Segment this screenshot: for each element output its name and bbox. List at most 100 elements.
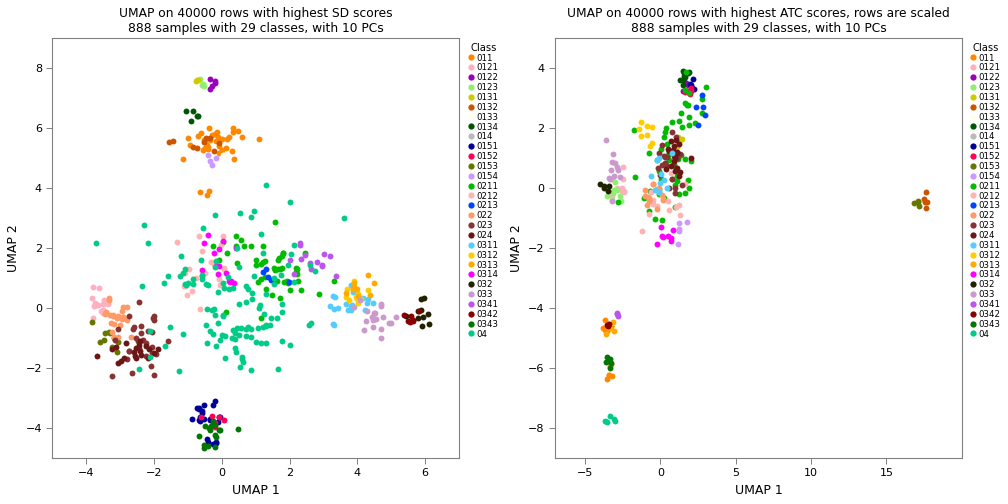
Point (218, 308, 234, 317)
Point (341, 296, 357, 304)
Point (208, 154, 224, 162)
Point (658, 124, 674, 133)
Point (326, 292, 342, 300)
Point (148, 350, 164, 358)
Point (180, 279, 197, 287)
Point (88, 239, 104, 247)
Point (649, 205, 665, 213)
Point (188, 404, 205, 412)
Point (207, 263, 223, 271)
Point (176, 282, 193, 290)
Point (211, 270, 227, 278)
Point (118, 339, 134, 347)
Point (133, 329, 149, 337)
Point (663, 175, 679, 183)
Point (131, 344, 147, 352)
Point (220, 273, 236, 281)
Point (346, 279, 362, 287)
Point (219, 135, 235, 143)
Point (270, 265, 286, 273)
Title: UMAP on 40000 rows with highest SD scores
888 samples with 29 classes, with 10 P: UMAP on 40000 rows with highest SD score… (119, 7, 392, 35)
Point (208, 311, 224, 320)
Point (633, 118, 649, 126)
Point (685, 75, 702, 83)
Point (657, 128, 673, 136)
Point (649, 184, 665, 193)
Point (668, 149, 684, 157)
Point (179, 134, 196, 142)
Point (183, 287, 200, 295)
Point (143, 343, 159, 351)
Point (631, 124, 647, 133)
Point (212, 281, 228, 289)
Point (610, 311, 626, 320)
Point (85, 318, 101, 326)
Point (602, 324, 618, 332)
Point (193, 187, 209, 196)
Point (217, 265, 233, 273)
Point (266, 275, 282, 283)
Point (694, 109, 710, 117)
Point (609, 184, 625, 192)
Point (655, 196, 671, 204)
Point (115, 315, 131, 323)
Point (909, 197, 925, 205)
Point (208, 438, 224, 446)
Point (679, 176, 696, 184)
Point (600, 322, 616, 330)
Point (266, 280, 282, 288)
Point (599, 326, 615, 334)
Point (194, 129, 210, 137)
Point (415, 313, 431, 322)
Point (297, 248, 313, 257)
Point (205, 161, 221, 169)
Point (192, 404, 208, 412)
Point (215, 237, 231, 245)
Point (286, 278, 302, 286)
Point (175, 155, 192, 163)
Point (653, 175, 669, 183)
Point (110, 312, 126, 320)
Point (654, 232, 670, 240)
X-axis label: UMAP 1: UMAP 1 (735, 484, 782, 497)
Point (645, 196, 661, 204)
Point (274, 300, 290, 308)
Point (185, 144, 202, 152)
Point (224, 334, 240, 342)
Point (109, 314, 125, 322)
Point (282, 198, 298, 206)
Point (201, 124, 217, 133)
Point (365, 299, 381, 307)
Point (233, 324, 249, 332)
Point (274, 264, 290, 272)
Point (606, 186, 622, 195)
Point (602, 412, 618, 420)
Point (226, 155, 242, 163)
Point (365, 323, 381, 331)
Point (266, 264, 282, 272)
Point (215, 151, 231, 159)
Point (124, 369, 140, 377)
Point (668, 151, 684, 159)
Point (211, 319, 227, 327)
Point (211, 149, 227, 157)
Point (682, 154, 699, 162)
Point (597, 326, 613, 334)
Point (187, 78, 204, 86)
Point (224, 147, 240, 155)
Point (602, 175, 618, 183)
Point (293, 286, 309, 294)
Point (271, 254, 287, 262)
Point (665, 157, 681, 165)
Point (184, 275, 201, 283)
Point (274, 248, 290, 257)
Point (198, 322, 214, 330)
Point (414, 322, 430, 330)
Point (647, 215, 663, 223)
Point (238, 282, 254, 290)
Point (267, 218, 283, 226)
Point (599, 418, 615, 426)
Point (246, 207, 262, 215)
Point (150, 345, 166, 353)
Point (627, 173, 643, 181)
